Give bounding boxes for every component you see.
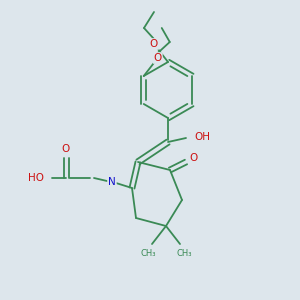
Text: HO: HO xyxy=(28,173,44,183)
Text: CH₃: CH₃ xyxy=(140,249,156,258)
Text: N: N xyxy=(108,177,116,187)
Text: CH₃: CH₃ xyxy=(176,249,192,258)
Text: O: O xyxy=(154,53,162,63)
Text: O: O xyxy=(62,144,70,154)
Text: O: O xyxy=(150,39,158,49)
Text: O: O xyxy=(190,153,198,163)
Text: OH: OH xyxy=(194,132,210,142)
